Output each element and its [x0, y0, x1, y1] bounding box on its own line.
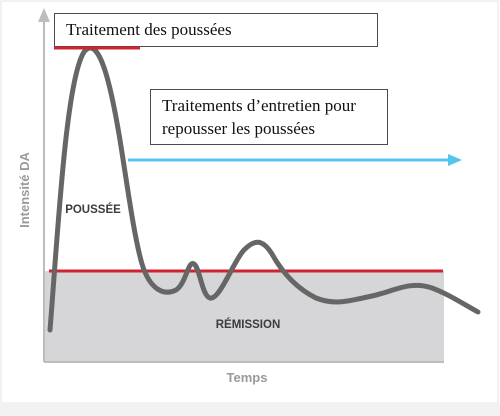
- flare-treatment-box: Traitement des poussées: [54, 13, 378, 47]
- maintenance-treatment-box: Traitements d’entretien pour repousser l…: [150, 89, 388, 145]
- bottom-shadow: [0, 404, 500, 416]
- remission-zone: [44, 271, 444, 362]
- maintenance-text-line-2: repousser les poussées: [162, 119, 315, 138]
- flare-box-underline: [54, 46, 140, 50]
- remission-label: RÉMISSION: [216, 318, 281, 331]
- axes: [38, 8, 444, 363]
- flare-label: POUSSÉE: [65, 203, 121, 216]
- x-axis-label: Temps: [227, 370, 268, 385]
- maintenance-arrowhead: [448, 154, 462, 166]
- maintenance-text-line-1: Traitements d’entretien pour: [162, 96, 356, 115]
- y-axis-label: Intensité DA: [17, 151, 32, 227]
- y-axis-arrowhead: [38, 8, 50, 22]
- maintenance-arrow: [128, 154, 462, 166]
- disease-activity-curve: [47, 45, 481, 333]
- flare-treatment-text: Traitement des poussées: [66, 20, 232, 39]
